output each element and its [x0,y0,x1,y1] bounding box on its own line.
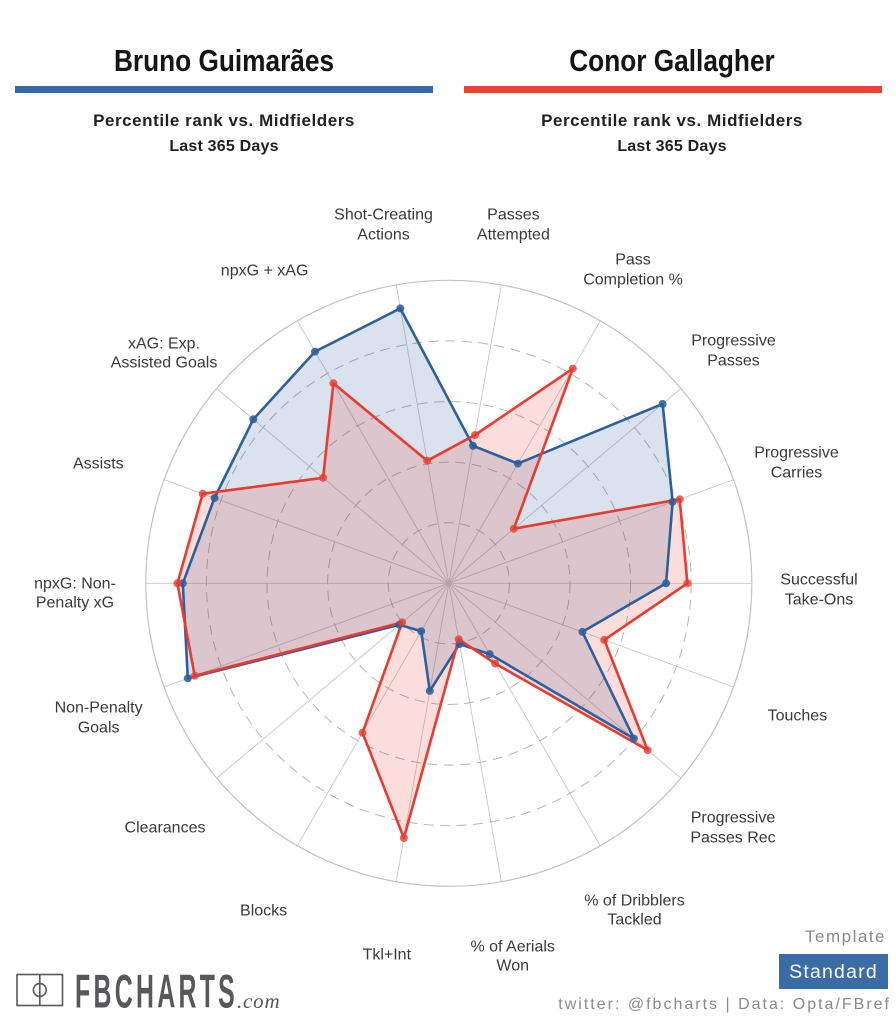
svg-text:FBCHARTS: FBCHARTS [75,965,238,1018]
svg-text:.com: .com [237,989,280,1013]
